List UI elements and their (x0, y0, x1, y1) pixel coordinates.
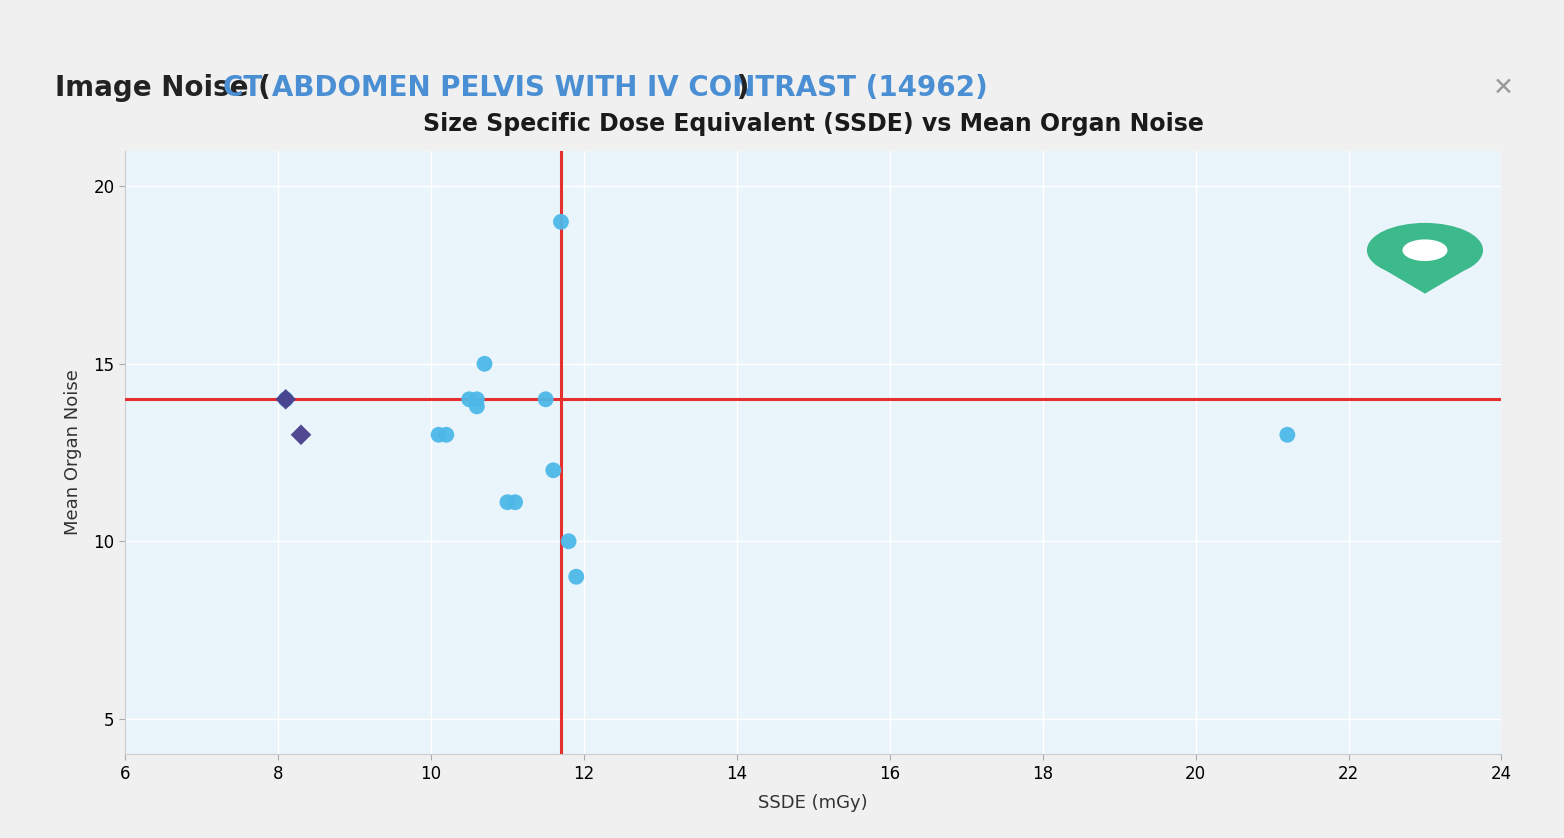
Point (1275, 428, 1300, 442)
Point (425, 428, 450, 442)
Point (563, 570, 588, 583)
Point (549, 215, 574, 229)
Point (457, 392, 482, 406)
Text: Image Noise (: Image Noise ( (55, 74, 280, 102)
Circle shape (1367, 224, 1483, 277)
Point (465, 392, 490, 406)
Point (502, 495, 527, 509)
Point (533, 392, 558, 406)
Circle shape (1403, 241, 1447, 261)
Point (465, 400, 490, 413)
Point (472, 357, 497, 370)
Point (274, 392, 299, 406)
Point (433, 428, 458, 442)
Text: CT ABDOMEN PELVIS WITH IV CONTRAST (14962): CT ABDOMEN PELVIS WITH IV CONTRAST (1496… (222, 74, 987, 102)
Point (541, 463, 566, 477)
Point (494, 495, 519, 509)
Y-axis label: Mean Organ Noise: Mean Organ Noise (64, 370, 83, 535)
Point (557, 535, 582, 548)
Title: Size Specific Dose Equivalent (SSDE) vs Mean Organ Noise: Size Specific Dose Equivalent (SSDE) vs … (422, 112, 1204, 137)
Text: ✕: ✕ (1494, 76, 1514, 100)
Text: ): ) (727, 74, 749, 102)
Point (274, 392, 299, 406)
X-axis label: SSDE (mGy): SSDE (mGy) (759, 794, 868, 812)
Point (288, 428, 313, 442)
Polygon shape (1375, 263, 1475, 292)
